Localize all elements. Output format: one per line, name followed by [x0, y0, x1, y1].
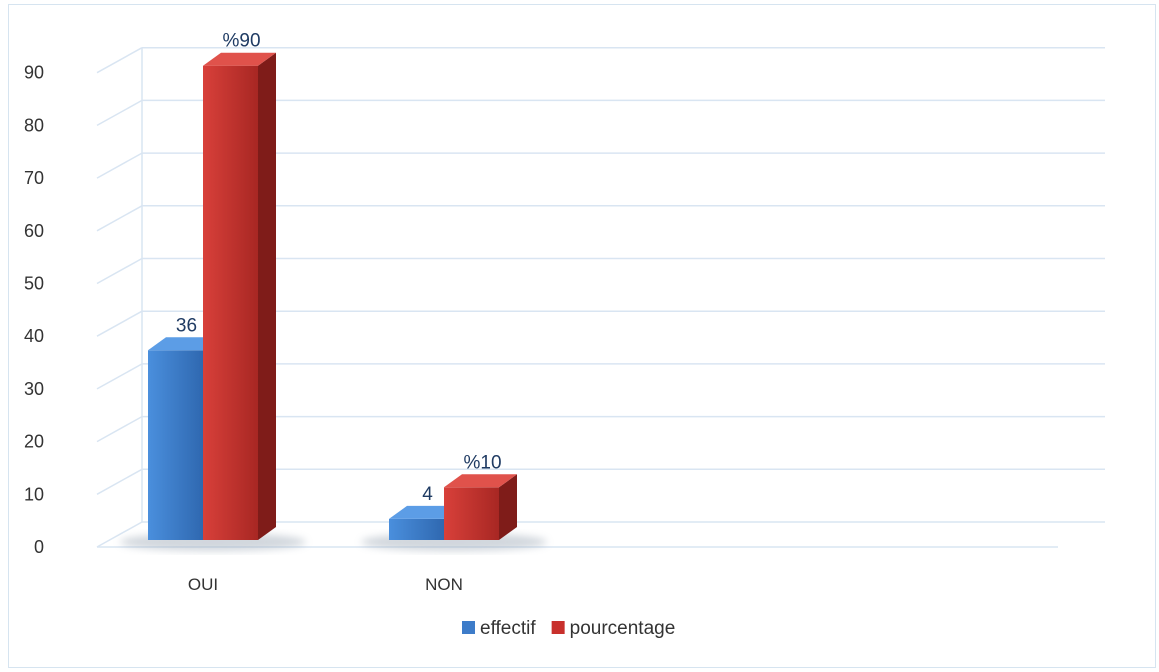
legend: effectif pourcentage: [462, 618, 675, 639]
bar-top-pourcentage-NON: [444, 474, 517, 488]
gridline-diagonal: [96, 468, 143, 495]
x-tick-label: NON: [425, 575, 463, 594]
gridline-diagonal: [96, 257, 143, 285]
legend-swatch-effectif: [462, 621, 475, 634]
bar-pourcentage-OUI: [203, 65, 258, 540]
legend-label-pourcentage: pourcentage: [570, 618, 676, 639]
y-tick-label: 20: [24, 432, 44, 452]
y-tick-label: 50: [24, 274, 44, 294]
y-tick-label: 40: [24, 326, 44, 346]
y-tick-label: 70: [24, 168, 44, 188]
gridline-diagonal: [96, 415, 143, 443]
bar-pourcentage-NON: [444, 487, 499, 540]
data-label-effectif-NON: 4: [422, 484, 433, 505]
bars: [148, 52, 517, 540]
y-tick-label: 30: [24, 379, 44, 399]
y-tick-label: 80: [24, 115, 44, 135]
gridline-diagonal: [96, 310, 143, 337]
bar-side-pourcentage-NON: [499, 474, 517, 540]
data-label-pourcentage-NON: %10: [463, 452, 501, 473]
gridline-diagonal: [96, 363, 143, 390]
gridline-diagonal: [96, 99, 143, 127]
x-axis: OUI NON: [188, 575, 463, 594]
legend-label-effectif: effectif: [480, 618, 536, 639]
grid: [96, 46, 1105, 548]
bar-top-effectif-OUI: [148, 337, 221, 351]
chart-frame: [8, 4, 1156, 668]
y-tick-label: 0: [34, 537, 44, 557]
gridline-diagonal: [96, 47, 143, 74]
bar-effectif-OUI: [148, 350, 203, 540]
legend-swatch-pourcentage: [551, 621, 565, 634]
data-label-effectif-OUI: 36: [176, 315, 197, 336]
y-tick-label: 60: [24, 221, 44, 241]
data-labels: 36 %90 4 %10: [176, 31, 502, 505]
y-axis: 0 10 20 30 40 50 60 70 80 90: [24, 63, 44, 557]
bar-effectif-NON: [389, 518, 444, 540]
y-tick-label: 90: [24, 63, 44, 83]
y-tick-label: 10: [24, 484, 44, 504]
gridline-diagonal: [96, 521, 143, 548]
bar-top-effectif-NON: [389, 505, 462, 519]
bar-side-pourcentage-OUI: [258, 52, 276, 540]
data-label-pourcentage-OUI: %90: [222, 31, 260, 52]
bar-top-pourcentage-OUI: [203, 52, 276, 66]
gridline-diagonal: [96, 152, 143, 179]
gridline-diagonal: [96, 205, 143, 232]
x-tick-label: OUI: [188, 575, 218, 594]
